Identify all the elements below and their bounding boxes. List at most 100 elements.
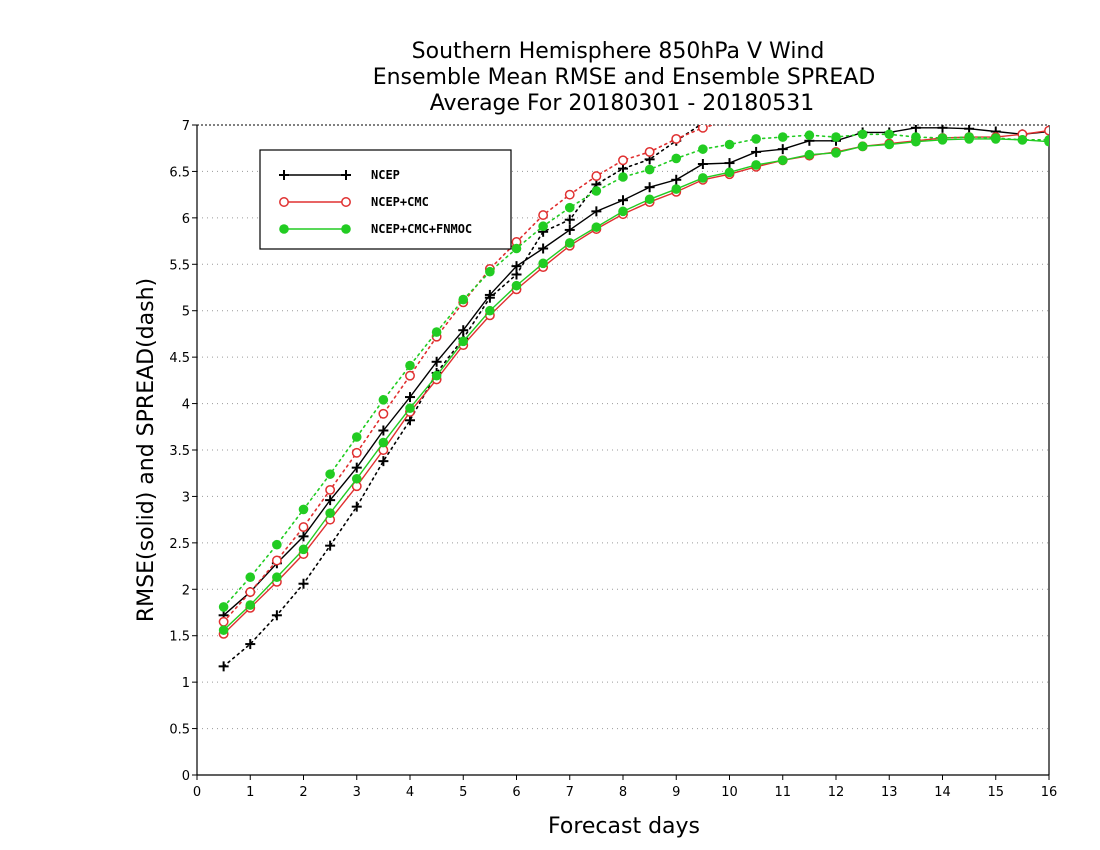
spread-point — [618, 163, 628, 174]
spread-point — [831, 132, 841, 142]
spread-point — [1018, 94, 1026, 102]
spread-point — [618, 172, 628, 182]
rmse-point — [458, 325, 469, 336]
legend-marker — [279, 170, 289, 180]
legend-marker — [341, 197, 351, 207]
rmse-point — [671, 174, 682, 185]
y-tick-label: 1 — [182, 676, 190, 691]
rmse-point — [937, 135, 948, 145]
rmse-point — [431, 356, 442, 367]
y-tick-label: 5.5 — [169, 258, 190, 273]
rmse-point — [644, 194, 655, 205]
spread-point — [431, 327, 442, 337]
series-ncep — [218, 74, 1049, 672]
rmse-point — [724, 167, 735, 178]
rmse-point — [1044, 125, 1049, 136]
spread-point — [511, 243, 522, 254]
spread-point — [298, 504, 309, 515]
rmse-point — [671, 184, 682, 194]
x-tick-label: 0 — [193, 785, 201, 800]
rmse-point — [644, 182, 655, 193]
spread-point — [298, 522, 309, 533]
spread-point — [884, 78, 894, 88]
legend-label: NCEP — [371, 168, 400, 182]
y-tick-label: 2.5 — [169, 537, 190, 552]
rmse-point — [990, 134, 1001, 144]
spread-point — [884, 129, 895, 140]
rmse-point — [618, 195, 628, 206]
y-tick-label: 2 — [182, 583, 190, 598]
spread-point — [351, 501, 362, 512]
spread-point — [325, 469, 335, 479]
grid — [197, 170, 1049, 730]
rmse-point — [378, 437, 389, 448]
spread-point — [245, 639, 256, 650]
legend-label: NCEP+CMC — [371, 195, 429, 209]
y-tick-label: 7 — [182, 119, 190, 134]
y-tick-label: 0.5 — [169, 723, 190, 738]
rmse-point — [298, 544, 309, 555]
legend-label: NCEP+CMC+FNMOC — [371, 222, 472, 236]
rmse-point — [884, 139, 895, 150]
title-line-2: Ensemble Mean RMSE and Ensemble SPREAD — [373, 65, 876, 90]
y-tick-label: 5 — [182, 305, 190, 320]
spread-point — [218, 661, 229, 672]
rmse-point — [564, 224, 575, 235]
spread-point — [458, 294, 469, 305]
spread-point — [591, 186, 602, 196]
spread-point — [245, 572, 256, 583]
legend-box — [259, 149, 512, 250]
spread-point — [671, 153, 682, 164]
rmse-point — [511, 261, 522, 272]
spread-point — [671, 133, 682, 144]
rmse-point — [218, 625, 229, 635]
y-tick-label: 1.5 — [169, 630, 190, 645]
rmse-point — [751, 146, 762, 157]
spread-point — [218, 616, 229, 627]
x-tick-label: 15 — [987, 785, 1004, 800]
x-tick-label: 6 — [512, 785, 520, 800]
spread-point — [245, 587, 256, 598]
spread-point — [644, 164, 655, 175]
rmse-point — [325, 508, 335, 518]
x-tick-label: 13 — [881, 785, 898, 800]
spread-point — [564, 214, 575, 225]
rmse-point — [964, 134, 974, 144]
spread-point — [378, 395, 389, 405]
x-tick-label: 11 — [774, 785, 791, 800]
legend-marker — [279, 224, 289, 234]
title-line-3: Average For 20180301 - 20180531 — [430, 91, 815, 116]
spread-point — [1017, 74, 1027, 84]
x-tick-label: 12 — [828, 785, 845, 800]
spread-point — [405, 415, 415, 426]
y-axis-label: RMSE(solid) and SPREAD(dash) — [134, 278, 159, 622]
spread-point — [405, 360, 415, 371]
rmse-point — [937, 125, 948, 133]
rmse-point — [831, 148, 841, 158]
rmse-point — [911, 136, 921, 147]
series — [218, 74, 1049, 672]
rmse-point — [777, 155, 788, 166]
spread-point — [991, 75, 1001, 85]
rmse-point — [697, 159, 708, 169]
spread-point — [351, 447, 362, 458]
spread-point — [272, 539, 282, 550]
rmse-point — [804, 149, 815, 160]
spread-point — [538, 221, 548, 232]
rmse-point — [351, 462, 362, 473]
y-tick-label: 4 — [182, 398, 190, 413]
spread-point — [832, 102, 840, 110]
spread-point — [804, 130, 815, 141]
spread-point — [911, 77, 921, 87]
rmse-point — [484, 289, 495, 300]
spread-point — [298, 578, 309, 589]
spread-point — [938, 97, 946, 105]
rmse-point — [777, 144, 788, 155]
x-tick-label: 8 — [619, 785, 627, 800]
spread-point — [485, 266, 495, 277]
rmse-point — [458, 336, 469, 347]
y-tick-label: 6.5 — [169, 165, 190, 180]
rmse-point — [910, 125, 921, 133]
spread-point — [724, 139, 735, 150]
